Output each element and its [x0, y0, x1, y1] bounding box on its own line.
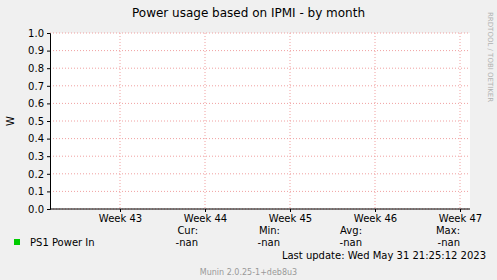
y-tick-label: 0.6: [28, 98, 44, 109]
y-tick-label: 0.4: [28, 133, 44, 144]
y-grid-line: [50, 156, 470, 157]
y-grid-line: [50, 173, 470, 174]
y-tick-label: 0.3: [28, 151, 44, 162]
stat-header: Max:: [436, 225, 460, 236]
y-tick-mark: [47, 139, 50, 140]
x-tick: Week 46: [354, 209, 397, 224]
y-tick-mark: [47, 51, 50, 52]
stat-header: Avg:: [340, 225, 362, 236]
plot-background: [50, 33, 470, 209]
footer: Munin 2.0.25-1+deb8u3: [200, 268, 297, 277]
y-tick: 0.9: [28, 45, 50, 56]
stat-value: -nan: [438, 237, 460, 248]
legend-swatch: [14, 239, 20, 245]
y-tick-label: 0.2: [28, 169, 44, 180]
x-tick: Week 43: [99, 209, 142, 224]
y-tick: 0.7: [28, 81, 50, 92]
y-tick-mark: [47, 209, 50, 210]
x-grid-line: [205, 33, 206, 209]
x-tick-mark: [120, 209, 121, 212]
x-grid-line: [290, 33, 291, 209]
y-tick: 0.6: [28, 98, 50, 109]
x-tick-label: Week 44: [184, 213, 227, 224]
y-tick: 0.2: [28, 169, 50, 180]
x-tick-label: Week 43: [99, 213, 142, 224]
grid: [50, 33, 470, 209]
x-axis: Week 43 Week 44 Week 45 Week 46 Week 47: [50, 209, 482, 224]
x-tick-mark: [375, 209, 376, 212]
y-grid-line: [50, 33, 470, 34]
y-tick-mark: [47, 121, 50, 122]
stat-value: -nan: [340, 237, 362, 248]
y-tick: 0.1: [28, 186, 50, 197]
y-grid-line: [50, 191, 470, 192]
y-grid-line: [50, 121, 470, 122]
y-axis-line: [47, 34, 51, 210]
x-tick-mark: [460, 209, 461, 212]
x-tick-label: Week 45: [269, 213, 312, 224]
y-tick-mark: [47, 33, 50, 34]
x-tick: Week 47: [439, 209, 482, 224]
x-grid-line: [120, 33, 121, 209]
y-tick-mark: [47, 86, 50, 87]
y-tick-mark: [47, 191, 50, 192]
x-tick-label: Week 47: [439, 213, 482, 224]
y-tick: 0.5: [28, 116, 50, 127]
background: [0, 0, 497, 280]
y-grid-line: [50, 68, 470, 69]
watermark: RRDTOOL / TOBI OETIKER: [486, 12, 494, 102]
y-axis: 0.0 0.1 0.2 0.3 0.4 0.5 0.6 0.7 0.8 0.9 1.0: [28, 28, 50, 215]
y-grid-line: [50, 138, 470, 139]
title: Power usage based on IPMI - by month: [132, 6, 365, 20]
x-tick: Week 44: [184, 209, 227, 224]
x-tick-mark: [205, 209, 206, 212]
chart: Power usage based on IPMI - by month W RRD…: [0, 0, 497, 280]
y-tick-label: 0.7: [28, 81, 44, 92]
y-tick-mark: [47, 103, 50, 104]
x-tick: Week 45: [269, 209, 312, 224]
y-tick-label: 0.1: [28, 186, 44, 197]
last-update: Last update: Wed May 31 21:25:12 2023: [282, 250, 486, 261]
stat-header: Min:: [259, 225, 280, 236]
x-tick-mark: [290, 209, 291, 212]
y-tick-label: 0.5: [28, 116, 44, 127]
x-tick-label: Week 46: [354, 213, 397, 224]
y-grid-line: [50, 103, 470, 104]
stat-value: -nan: [258, 237, 280, 248]
y-tick-label: 0.0: [28, 204, 44, 215]
legend-label: PS1 Power In: [30, 237, 95, 248]
x-axis-line: [50, 209, 470, 210]
y-tick-mark: [47, 174, 50, 175]
y-tick-mark: [47, 156, 50, 157]
y-grid-line: [50, 85, 470, 86]
stat-header: Cur:: [177, 225, 198, 236]
x-grid-line: [460, 33, 461, 209]
stat-value: -nan: [176, 237, 198, 248]
y-tick: 0.8: [28, 63, 50, 74]
y-tick-label: 1.0: [28, 28, 44, 39]
y-tick-mark: [47, 68, 50, 69]
y-tick: 0.4: [28, 133, 50, 144]
y-tick: 0.3: [28, 151, 50, 162]
x-grid-line: [375, 33, 376, 209]
y-tick: 0.0: [28, 204, 50, 215]
y-tick: 1.0: [28, 28, 50, 39]
y-axis-title: W: [5, 116, 16, 126]
y-grid-line: [50, 50, 470, 51]
y-tick-label: 0.9: [28, 45, 44, 56]
y-tick-label: 0.8: [28, 63, 44, 74]
y-grid-line: [50, 209, 470, 210]
